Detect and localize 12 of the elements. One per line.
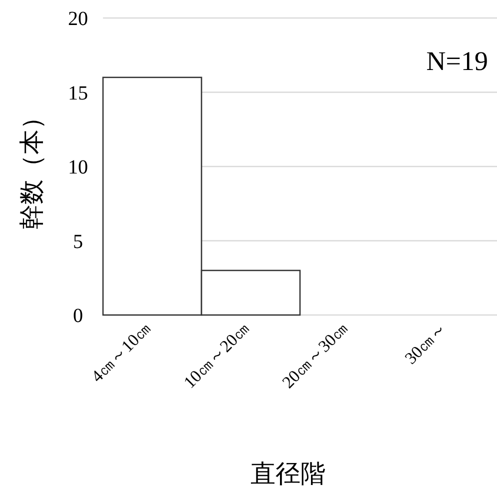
y-tick-label: 0: [73, 305, 83, 327]
y-tick-label: 10: [68, 156, 88, 178]
x-tick-label: 4㎝～10㎝: [88, 318, 156, 386]
x-tick-label: 20㎝～30㎝: [278, 318, 352, 392]
y-axis-title: 幹数（本）: [17, 104, 46, 230]
y-tick-label: 20: [68, 8, 88, 30]
y-tick-label: 5: [73, 230, 83, 253]
y-tick-label: 15: [68, 82, 88, 104]
x-axis-title: 直径階: [250, 459, 326, 488]
x-tick-label: 30㎝～: [401, 318, 451, 368]
annotation: N=19: [426, 46, 488, 76]
x-tick-label: 10㎝～20㎝: [180, 318, 254, 392]
